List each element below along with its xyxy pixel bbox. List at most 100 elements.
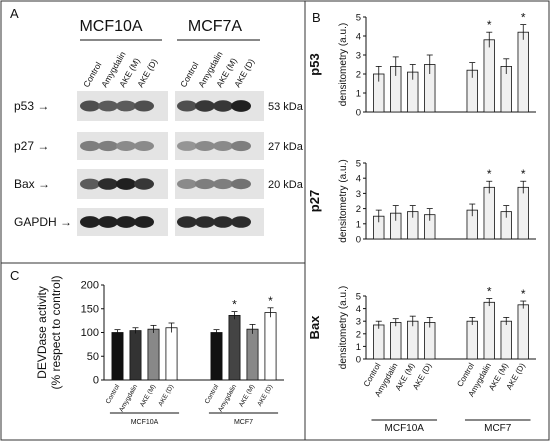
chart-title: p27 xyxy=(307,190,322,212)
blot-band xyxy=(134,216,154,228)
y-tick-label: 5 xyxy=(356,13,361,24)
cell-line-label-mcf7a: MCF7A xyxy=(188,18,243,35)
group-label: MCF10A xyxy=(385,423,425,434)
category-label: Amygdalin xyxy=(118,383,139,413)
category-label: AKE (M) xyxy=(238,384,256,409)
bar xyxy=(390,322,402,360)
chart-p53: 0 1 2 3 4 5 * * densitometry (a.u.) p53 xyxy=(307,11,536,119)
blot-band xyxy=(213,216,233,228)
category-label: Control xyxy=(105,383,122,405)
group-label: MCF10A xyxy=(131,419,159,426)
y-tick-label: 2 xyxy=(356,329,361,340)
y-tick-label: 5 xyxy=(356,292,361,303)
y-tick-label: 3 xyxy=(356,51,361,62)
blot-band xyxy=(116,100,136,112)
y-tick-label: 0 xyxy=(356,108,361,119)
category-label: AKE (D) xyxy=(157,384,175,408)
blot-band xyxy=(134,178,154,190)
y-tick-label: 3 xyxy=(356,189,361,200)
blot-band xyxy=(231,216,251,228)
blot-band xyxy=(116,141,136,151)
blot-band xyxy=(213,141,233,151)
y-tick-label: 4 xyxy=(356,32,361,43)
cell-line-label-mcf10a: MCF10A xyxy=(79,18,142,35)
significance-mark: * xyxy=(487,285,492,299)
chart-p27: 0 1 2 3 4 5 * * densitometry (a.u.) p27 xyxy=(307,159,536,246)
blot-band xyxy=(80,178,100,190)
category-label: Control xyxy=(204,383,221,405)
blot-band xyxy=(195,178,215,190)
blot-band xyxy=(231,100,251,112)
blot-rows: p53 → 53 kDa p27 → 27 kDa Bax → 20 kDa GAPDH → xyxy=(14,91,304,236)
bar xyxy=(228,314,241,381)
blot-band xyxy=(116,216,136,228)
blot-band xyxy=(80,100,100,112)
y-axis-label: densitometry (a.u.) xyxy=(338,286,349,369)
blot-row-label: GAPDH → xyxy=(14,215,72,229)
category-label: Amygdalin xyxy=(217,383,238,413)
chart-title: p53 xyxy=(307,53,322,75)
y-tick-label: 1 xyxy=(356,89,361,100)
panel-b-frame xyxy=(304,0,550,441)
y-axis-label: DEVDase activity xyxy=(35,286,49,379)
blot-band xyxy=(134,100,154,112)
significance-mark: * xyxy=(487,167,492,181)
significance-mark: * xyxy=(487,18,492,32)
blot-band xyxy=(116,178,136,190)
bar xyxy=(246,328,259,381)
panel-a-letter: A xyxy=(10,6,19,21)
bar xyxy=(517,186,529,240)
y-tick-label: 100 xyxy=(81,327,99,339)
y-tick-label: 150 xyxy=(81,303,99,315)
y-tick-label: 0 xyxy=(356,355,361,366)
blot-band xyxy=(98,140,118,152)
blot-band xyxy=(80,216,100,228)
bar xyxy=(517,304,529,360)
y-tick-label: 1 xyxy=(356,219,361,230)
bar xyxy=(466,320,478,360)
blot-band xyxy=(213,178,233,190)
blot-band xyxy=(195,141,215,151)
chart-title: Bax xyxy=(307,315,322,340)
bar xyxy=(210,332,223,381)
y-tick-label: 4 xyxy=(356,174,361,185)
significance-mark: * xyxy=(232,298,237,312)
blot-band xyxy=(195,100,215,112)
bar xyxy=(147,328,160,381)
y-axis-label: densitometry (a.u.) xyxy=(338,23,349,106)
bar xyxy=(407,320,419,360)
significance-mark: * xyxy=(521,167,526,181)
bar xyxy=(373,324,385,360)
bar xyxy=(424,322,436,360)
blot-row-label: Bax → xyxy=(14,177,50,191)
blot-band xyxy=(98,100,118,112)
kda-label: 20 kDa xyxy=(268,179,304,191)
category-label: AKE (D) xyxy=(256,384,274,408)
category-label: AKE (M) xyxy=(139,384,157,409)
y-tick-label: 0 xyxy=(356,235,361,246)
blot-band xyxy=(195,216,215,228)
bar xyxy=(483,301,495,360)
y-axis-label-2: (% respect to control) xyxy=(49,275,63,389)
kda-label: 27 kDa xyxy=(268,141,304,153)
blot-row-label: p27 → xyxy=(14,139,49,153)
y-tick-label: 50 xyxy=(87,351,99,363)
blot-band xyxy=(231,178,251,190)
blot-band xyxy=(80,140,100,152)
blot-band xyxy=(213,100,233,112)
y-tick-label: 0 xyxy=(93,375,99,387)
blot-band xyxy=(177,100,197,112)
bar xyxy=(483,186,495,240)
y-tick-label: 4 xyxy=(356,304,361,315)
y-tick-label: 200 xyxy=(81,280,99,292)
panel-b-letter: B xyxy=(312,10,321,25)
blot-band xyxy=(98,216,118,228)
bar xyxy=(111,332,124,381)
blot-band xyxy=(134,141,154,151)
bar xyxy=(483,39,495,113)
